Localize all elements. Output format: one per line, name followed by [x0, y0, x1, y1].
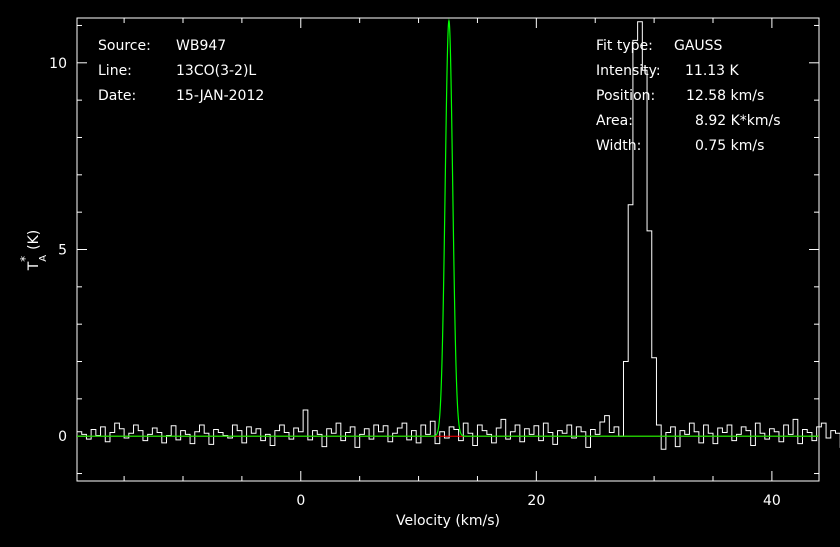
- y-tick-label: 5: [58, 243, 67, 259]
- date-value: 15-JAN-2012: [176, 88, 264, 104]
- area-value: 8.92 K*km/s: [695, 113, 781, 129]
- spectrum-series: [77, 21, 840, 450]
- y-axis-label-unit: (K): [26, 230, 42, 250]
- source-label: Source:: [98, 38, 151, 54]
- line-value: 13CO(3-2)L: [176, 63, 256, 79]
- header-left: Source: WB947 Line: 13CO(3-2)L Date: 15-…: [98, 38, 264, 104]
- position-value: 12.58 km/s: [686, 88, 764, 104]
- intensity-value: 11.13 K: [685, 63, 740, 79]
- x-tick-label: 20: [527, 493, 545, 509]
- source-value: WB947: [176, 38, 226, 54]
- date-label: Date:: [98, 88, 136, 104]
- width-label: Width:: [596, 138, 641, 154]
- axis-ticks: 0 20 40 0 5 10: [49, 18, 819, 509]
- intensity-label: Intensity:: [596, 63, 661, 79]
- y-axis-label-main: T: [26, 261, 42, 271]
- line-label: Line:: [98, 63, 132, 79]
- gaussian-fit-series: [77, 18, 819, 437]
- y-axis-label: TA * (K): [18, 230, 49, 272]
- plot-area: [77, 18, 840, 450]
- area-label: Area:: [596, 113, 633, 129]
- header-right: Fit type: GAUSS Intensity: 11.13 K Posit…: [596, 38, 781, 154]
- fit-type-value: GAUSS: [674, 38, 723, 54]
- x-tick-label: 40: [763, 493, 781, 509]
- svg-text:TA*(K): TA * (K): [18, 230, 49, 272]
- x-axis-label: Velocity (km/s): [396, 513, 500, 529]
- position-label: Position:: [596, 88, 655, 104]
- y-tick-label: 10: [49, 56, 67, 72]
- fit-type-label: Fit type:: [596, 38, 653, 54]
- width-value: 0.75 km/s: [695, 138, 764, 154]
- y-axis-label-sub: A: [38, 255, 49, 262]
- y-tick-label: 0: [58, 429, 67, 445]
- y-axis-label-star: *: [18, 256, 32, 262]
- x-tick-label: 0: [296, 493, 305, 509]
